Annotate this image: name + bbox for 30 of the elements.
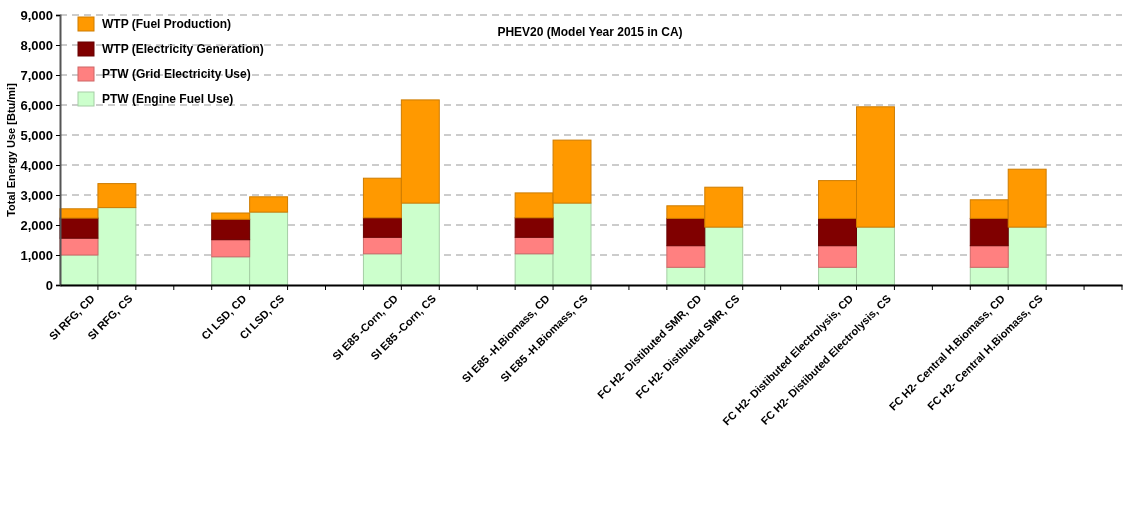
text: PHEV20 (Model Year 2015 in CA): [497, 25, 683, 39]
bar: [969, 245, 1009, 268]
bar: [59, 217, 99, 239]
bar: [666, 245, 706, 268]
bar: [514, 236, 554, 255]
bar: [666, 217, 706, 247]
y-tick-label: 4,000: [20, 157, 53, 173]
y-tick-label: 8,000: [20, 37, 53, 53]
legend-label: PTW (Engine Fuel Use): [102, 92, 234, 106]
bar: [969, 217, 1009, 247]
bar: [362, 217, 402, 238]
bar: [59, 237, 99, 256]
legend-label: WTP (Fuel Production): [102, 17, 232, 31]
y-tick-label: 0: [45, 277, 53, 293]
y-tick-label: 6,000: [20, 97, 53, 113]
bar: [211, 218, 251, 241]
bar: [514, 217, 554, 238]
bar: [818, 217, 857, 247]
bar: [818, 245, 857, 268]
bar: [211, 239, 251, 258]
legend-label: WTP (Electricity Generation): [102, 42, 264, 56]
y-tick-label: 5,000: [20, 127, 53, 143]
y-tick-label: 9,000: [20, 7, 53, 23]
y-tick-label: 7,000: [20, 67, 53, 83]
legend-label: PTW (Grid Electricity Use): [102, 67, 251, 81]
y-tick-label: 3,000: [20, 187, 53, 203]
y-tick-label: 2,000: [20, 217, 53, 233]
y-axis-title: Total Energy Use [Btu/mi]: [5, 82, 17, 217]
y-tick-label: 1,000: [20, 247, 53, 263]
bar: [362, 236, 402, 255]
